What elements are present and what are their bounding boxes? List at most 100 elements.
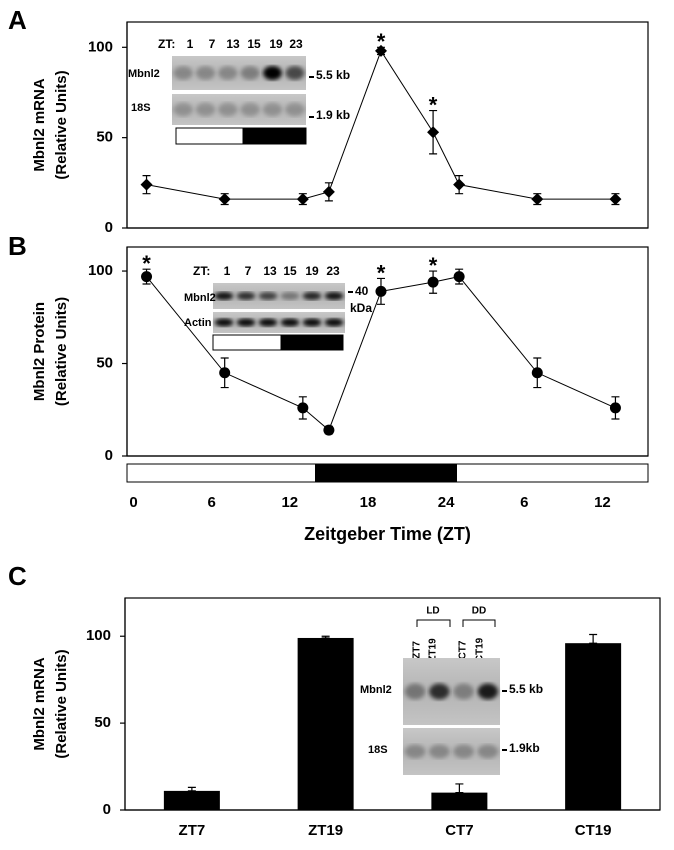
- lane-label: 19: [305, 264, 319, 278]
- y-tick-label: 50: [94, 714, 111, 731]
- blot-band: [453, 683, 474, 700]
- blot-band: [280, 292, 300, 300]
- x-tick-label: ZT19: [308, 822, 343, 839]
- data-point: [531, 367, 543, 379]
- inset-zt-label: ZT:: [158, 37, 175, 51]
- lane-label: 1: [224, 264, 231, 278]
- blot-background: [213, 312, 345, 333]
- light-phase: [212, 334, 282, 351]
- bar: [163, 790, 220, 810]
- blot-band: [477, 683, 499, 700]
- blot-band: [258, 318, 278, 327]
- group-bracket: [462, 619, 496, 627]
- data-point: [297, 402, 309, 414]
- blot-band: [240, 66, 260, 80]
- bar: [431, 792, 488, 810]
- group-label: DD: [472, 606, 486, 617]
- dark-phase: [315, 464, 457, 482]
- x-tick-label: 0: [129, 494, 137, 511]
- lane-label: 13: [263, 264, 277, 278]
- lane-label: 19: [269, 37, 283, 51]
- y-axis-label: Mbnl2 mRNA: [31, 657, 48, 751]
- x-tick-label: CT7: [445, 822, 473, 839]
- data-point: [218, 193, 231, 206]
- blot-band: [429, 683, 450, 700]
- blot-band: [236, 292, 256, 300]
- data-point: [531, 193, 544, 206]
- lane-label: ZT19: [428, 638, 439, 662]
- blot-band: [218, 102, 238, 117]
- lane-label: CT19: [475, 637, 486, 662]
- data-point: [427, 276, 439, 288]
- annotation: *: [377, 260, 386, 285]
- lane-label: 13: [226, 37, 240, 51]
- y-tick-label: 50: [96, 354, 113, 371]
- annotation: *: [429, 253, 438, 278]
- y-tick-label: 100: [88, 38, 113, 55]
- lane-label: 7: [209, 37, 216, 51]
- row-label: Mbnl2: [360, 684, 392, 696]
- panel-letter: B: [8, 231, 27, 261]
- x-tick-label: 6: [520, 494, 528, 511]
- bar: [297, 637, 354, 810]
- blot-band: [196, 102, 215, 117]
- blot-band: [258, 292, 278, 300]
- lane-label: 23: [326, 264, 340, 278]
- x-tick-label: 12: [594, 494, 611, 511]
- error-bar: [321, 635, 330, 639]
- size-label: 1.9kb: [509, 741, 540, 755]
- group-label: LD: [426, 606, 439, 617]
- x-axis-label: Zeitgeber Time (ZT): [304, 524, 471, 544]
- y-tick-label: 0: [103, 801, 111, 818]
- lane-label: 7: [245, 264, 252, 278]
- x-tick-label: 6: [207, 494, 215, 511]
- light-phase: [175, 127, 244, 145]
- blot-band: [214, 318, 234, 327]
- row-label: Mbnl2: [184, 292, 216, 304]
- y-axis-label: (Relative Units): [53, 297, 70, 406]
- data-point: [322, 185, 335, 198]
- group-bracket: [416, 619, 451, 627]
- y-tick-label: 0: [105, 447, 113, 464]
- data-point: [609, 402, 621, 414]
- blot-band: [280, 318, 300, 327]
- dark-phase: [242, 127, 307, 145]
- annotation: *: [142, 251, 151, 276]
- x-tick-label: 12: [281, 494, 298, 511]
- blot-band: [214, 292, 234, 300]
- data-point: [375, 285, 387, 297]
- size-label: 40: [355, 284, 369, 298]
- y-tick-label: 100: [88, 262, 113, 279]
- y-tick-label: 0: [105, 219, 113, 236]
- x-tick-label: 18: [360, 494, 377, 511]
- annotation: *: [377, 29, 386, 54]
- blot-band: [453, 744, 474, 759]
- error-bar: [589, 633, 598, 644]
- size-label: 5.5 kb: [316, 68, 350, 82]
- data-point: [323, 424, 335, 436]
- data-point: [296, 193, 309, 206]
- blot-band: [173, 66, 193, 80]
- blot-band: [285, 66, 305, 80]
- error-bar: [455, 783, 464, 794]
- x-tick-label: CT19: [575, 822, 612, 839]
- blot-background: [172, 94, 306, 125]
- size-label: 5.5 kb: [509, 682, 543, 696]
- panel-letter: A: [8, 5, 27, 35]
- size-label: kDa: [350, 301, 372, 315]
- blot-band: [236, 318, 256, 327]
- y-axis-label: Mbnl2 mRNA: [31, 78, 48, 172]
- row-label: 18S: [131, 102, 151, 114]
- y-axis-label: (Relative Units): [53, 649, 70, 758]
- blot-band: [477, 744, 499, 759]
- blot-band: [404, 683, 426, 700]
- lane-label: 1: [187, 37, 194, 51]
- blot-band: [429, 744, 450, 759]
- dark-phase: [280, 334, 344, 351]
- blot-band: [173, 102, 193, 117]
- data-point: [427, 126, 440, 139]
- annotation: *: [429, 92, 438, 117]
- blot-band: [324, 292, 344, 300]
- inset-zt-label: ZT:: [193, 264, 210, 278]
- blot-band: [404, 744, 426, 759]
